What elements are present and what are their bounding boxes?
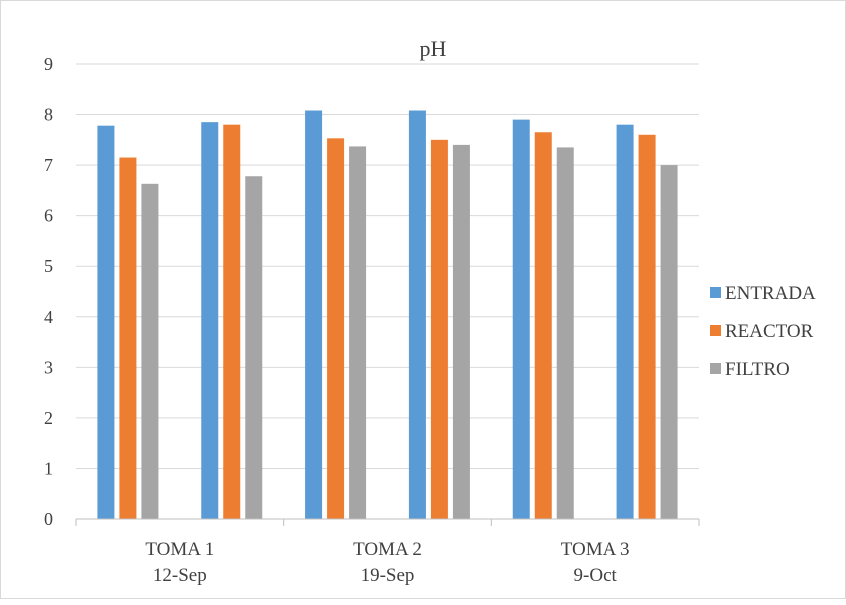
y-tick-label: 6 bbox=[44, 206, 53, 226]
y-axis-ticks: 0 1 2 3 4 5 6 7 8 9 bbox=[44, 54, 53, 529]
y-tick-label: 0 bbox=[44, 509, 53, 529]
x-group-date: 12-Sep bbox=[153, 565, 207, 586]
y-tick-label: 8 bbox=[44, 105, 53, 125]
y-tick-label: 9 bbox=[44, 54, 53, 74]
legend-label: REACTOR bbox=[725, 321, 814, 342]
bars bbox=[97, 110, 678, 520]
y-tick-label: 7 bbox=[44, 155, 53, 175]
legend-label: ENTRADA bbox=[725, 283, 816, 304]
legend-label: FILTRO bbox=[725, 359, 790, 380]
chart-title: pH bbox=[420, 36, 447, 61]
x-group-date: 19-Sep bbox=[361, 565, 415, 586]
bar-entrada bbox=[616, 124, 634, 520]
bar-entrada bbox=[512, 119, 530, 519]
bar-filtro bbox=[660, 165, 678, 519]
bar-reactor bbox=[327, 138, 345, 520]
x-group-label: TOMA 3 bbox=[561, 539, 630, 560]
x-group-label: TOMA 2 bbox=[353, 539, 422, 560]
bar-entrada bbox=[305, 110, 323, 519]
bar-entrada bbox=[97, 125, 115, 519]
y-tick-label: 3 bbox=[44, 357, 53, 377]
bar-filtro bbox=[556, 147, 574, 519]
y-tick-label: 2 bbox=[44, 408, 53, 428]
y-tick-label: 4 bbox=[44, 307, 53, 327]
bar-filtro bbox=[349, 146, 367, 519]
bar-reactor bbox=[119, 157, 137, 519]
bar-reactor bbox=[430, 139, 448, 520]
legend-swatch bbox=[710, 325, 721, 336]
bar-reactor bbox=[223, 124, 241, 520]
y-tick-label: 5 bbox=[44, 256, 53, 276]
gridlines bbox=[76, 63, 699, 469]
bar-filtro bbox=[452, 144, 470, 519]
legend-swatch bbox=[710, 287, 721, 298]
x-group-date: 9-Oct bbox=[574, 565, 618, 586]
y-tick-label: 1 bbox=[44, 458, 53, 478]
bar-reactor bbox=[534, 132, 552, 519]
bar-entrada bbox=[201, 122, 219, 519]
x-axis-labels: TOMA 1 12-Sep TOMA 2 19-Sep TOMA 3 9-Oct bbox=[145, 539, 629, 586]
legend-swatch bbox=[710, 363, 721, 374]
legend: ENTRADA REACTOR FILTRO bbox=[710, 283, 816, 380]
bar-reactor bbox=[638, 134, 656, 519]
bar-filtro bbox=[141, 183, 159, 520]
x-group-label: TOMA 1 bbox=[145, 539, 214, 560]
bar-filtro bbox=[245, 176, 263, 519]
bar-entrada bbox=[408, 110, 426, 519]
x-axis bbox=[75, 518, 700, 526]
